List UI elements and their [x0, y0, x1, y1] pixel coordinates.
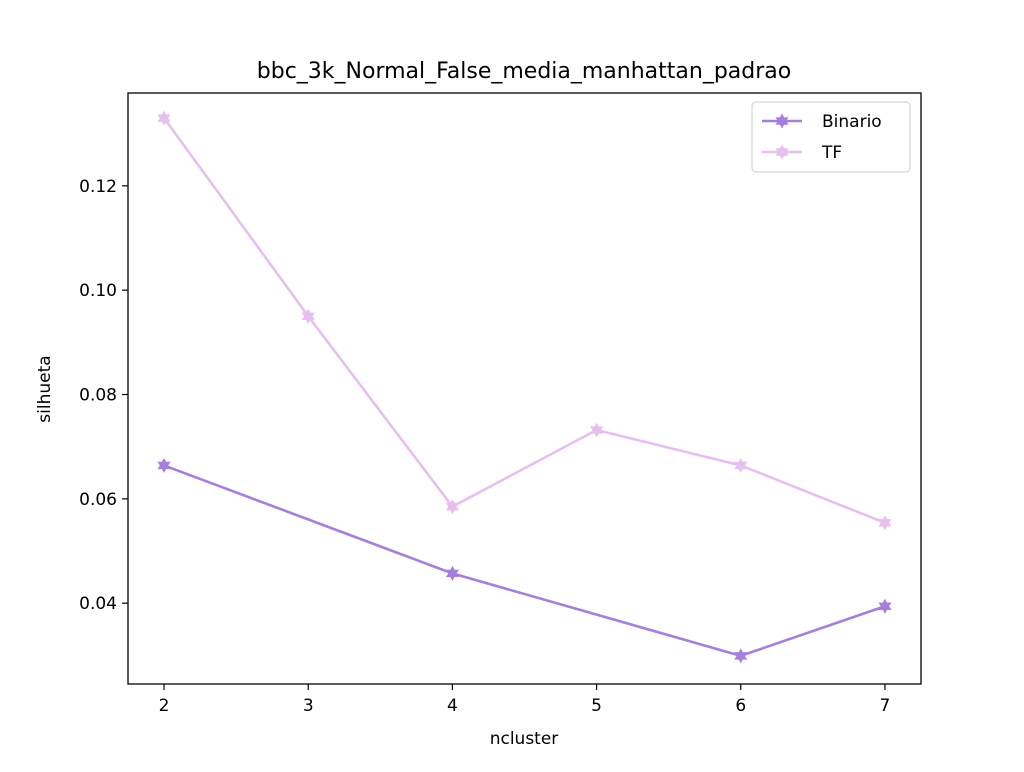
y-axis-label: silhueta — [35, 355, 55, 422]
y-tick-label: 0.12 — [79, 177, 117, 197]
axes: 2 3 4 5 6 7 0.04 0.06 0.08 0.10 0.12 — [79, 92, 922, 716]
x-tick-label: 2 — [159, 696, 170, 716]
y-tick-label: 0.06 — [79, 490, 117, 510]
series-binario — [157, 457, 892, 664]
x-tick-label: 6 — [735, 696, 746, 716]
series-line-binario — [162, 464, 887, 658]
y-tick-label: 0.08 — [79, 385, 117, 405]
series-tf — [157, 110, 892, 531]
series-line-tf — [162, 116, 887, 525]
data-point — [301, 308, 315, 324]
data-point — [878, 598, 892, 614]
data-point — [734, 648, 748, 664]
x-tick-label: 5 — [591, 696, 602, 716]
axes-frame — [127, 92, 922, 685]
legend-entry-tf: TF — [762, 143, 842, 163]
legend-label: Binario — [822, 112, 882, 132]
data-point — [445, 499, 459, 515]
chart-title: bbc_3k_Normal_False_media_manhattan_padr… — [257, 59, 791, 84]
legend: Binario TF — [751, 101, 911, 173]
y-tick-label: 0.04 — [79, 594, 117, 614]
legend-entry-binario: Binario — [762, 112, 882, 132]
data-point — [445, 565, 459, 581]
legend-marker — [775, 144, 789, 160]
x-tick-label: 7 — [880, 696, 891, 716]
data-point — [157, 457, 171, 474]
legend-marker — [775, 113, 789, 129]
x-tick-label: 3 — [303, 696, 314, 716]
x-axis-label: ncluster — [490, 729, 559, 749]
legend-label: TF — [821, 143, 842, 163]
data-point — [157, 110, 171, 126]
plot-area — [157, 110, 892, 664]
data-point — [734, 457, 748, 474]
y-tick-label: 0.10 — [79, 281, 117, 301]
data-point — [878, 515, 892, 531]
x-tick-label: 4 — [447, 696, 458, 716]
legend-box — [751, 101, 911, 173]
data-point — [590, 422, 604, 438]
